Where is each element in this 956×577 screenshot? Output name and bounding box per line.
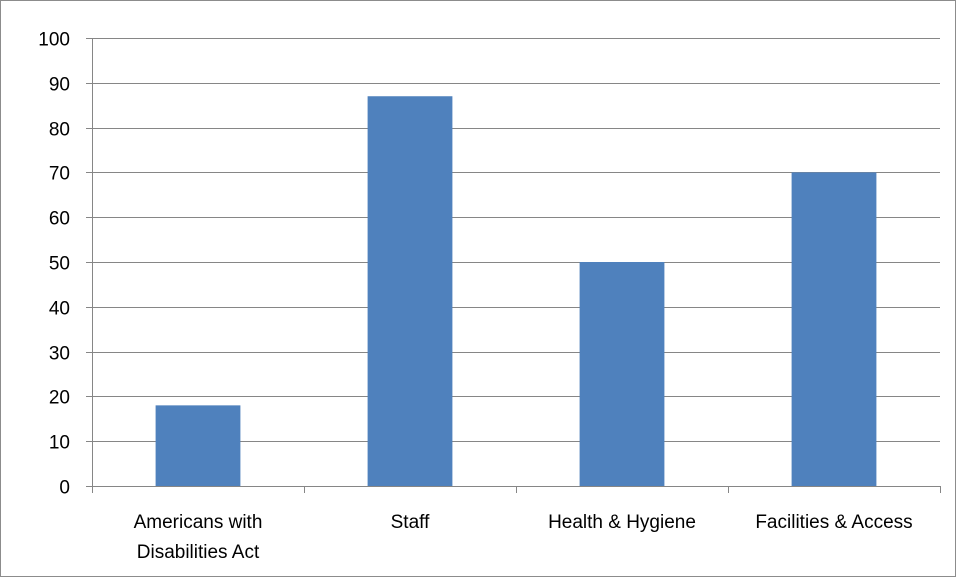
y-tick-labels: 0 10 20 30 40 50 60 70 80 90 100 <box>38 30 70 499</box>
y-tick-label: 30 <box>49 344 70 365</box>
x-category-label: Disabilities Act <box>137 542 260 563</box>
y-tick-label: 20 <box>49 388 70 409</box>
y-tick-label: 100 <box>38 30 70 51</box>
x-category-label: Americans with <box>134 512 263 533</box>
y-tick-label: 50 <box>49 254 70 275</box>
y-tick-label: 90 <box>49 75 70 96</box>
bar <box>579 262 665 486</box>
x-category-labels: Americans with Disabilities Act Staff Healt… <box>134 512 913 563</box>
y-tick-label: 0 <box>59 478 70 499</box>
gridlines <box>92 38 940 442</box>
bar <box>155 405 241 486</box>
x-category-label: Health & Hygiene <box>548 512 696 533</box>
bar <box>791 172 877 486</box>
bar <box>367 96 453 487</box>
y-tick-label: 40 <box>49 299 70 320</box>
y-tick-label: 60 <box>49 209 70 230</box>
y-tick-label: 70 <box>49 164 70 185</box>
axes <box>86 38 941 493</box>
y-tick-label: 10 <box>49 433 70 454</box>
x-category-label: Staff <box>391 512 430 533</box>
bars <box>155 96 877 487</box>
y-tick-label: 80 <box>49 120 70 141</box>
x-category-label: Facilities & Access <box>755 512 912 533</box>
